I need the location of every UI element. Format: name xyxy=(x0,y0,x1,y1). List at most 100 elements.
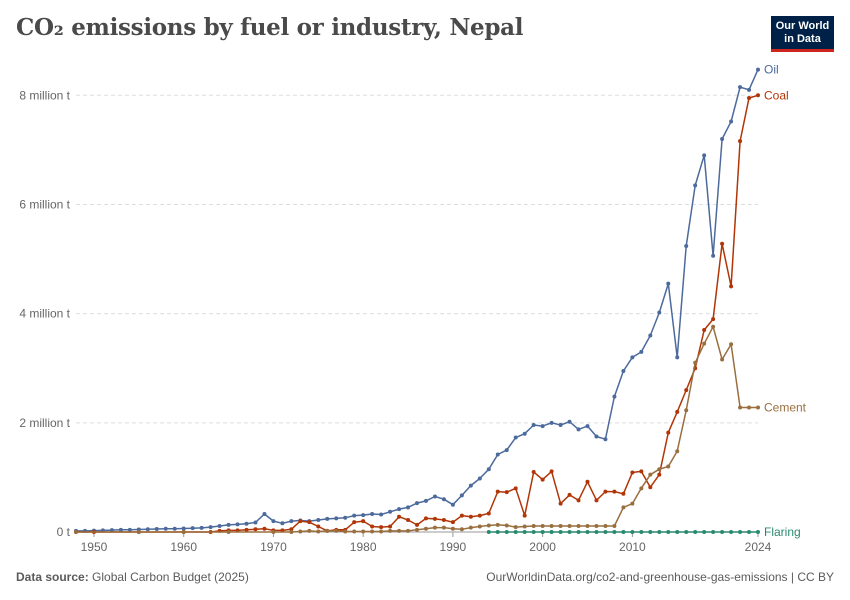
data-point-coal xyxy=(603,489,608,494)
data-point-oil xyxy=(684,243,689,248)
data-point-oil xyxy=(352,513,357,518)
data-point-oil xyxy=(504,448,509,453)
y-tick-label: 8 million t xyxy=(19,88,70,102)
data-point-flaring xyxy=(603,530,608,534)
data-point-cement xyxy=(531,523,536,528)
data-point-oil xyxy=(343,515,348,520)
data-point-cement xyxy=(388,528,393,533)
data-point-oil xyxy=(747,87,752,92)
data-point-cement xyxy=(334,528,339,533)
data-point-oil xyxy=(648,333,653,338)
data-point-cement xyxy=(495,522,500,527)
data-point-flaring xyxy=(531,530,536,534)
data-point-coal xyxy=(253,527,258,532)
data-point-flaring xyxy=(693,530,698,534)
data-point-oil xyxy=(612,394,617,399)
data-point-coal xyxy=(738,139,743,144)
x-tick-label: 1980 xyxy=(350,540,377,554)
data-point-cement xyxy=(74,530,78,534)
data-point-oil xyxy=(415,501,419,506)
data-point-coal xyxy=(397,514,402,519)
data-point-oil xyxy=(406,505,411,510)
chart-title: CO₂ emissions by fuel or industry, Nepal xyxy=(16,14,524,41)
data-point-flaring xyxy=(576,530,581,534)
data-point-flaring xyxy=(639,530,644,534)
data-point-cement xyxy=(370,529,375,534)
data-point-oil xyxy=(379,512,384,517)
data-point-cement xyxy=(729,342,734,347)
data-point-flaring xyxy=(504,530,509,534)
owid-logo[interactable]: Our World in Data xyxy=(771,16,834,52)
x-tick-label: 2000 xyxy=(529,540,556,554)
data-point-coal xyxy=(361,519,366,524)
series-label-layer: Oil Coal Cement Flaring xyxy=(764,63,807,539)
data-point-oil xyxy=(181,526,186,531)
data-point-coal xyxy=(244,527,249,532)
data-point-oil xyxy=(522,431,527,436)
data-point-oil xyxy=(450,502,455,507)
data-point-flaring xyxy=(540,530,545,534)
data-point-coal xyxy=(468,514,473,519)
data-point-coal xyxy=(756,93,760,98)
data-point-cement xyxy=(594,523,599,528)
data-point-coal xyxy=(729,284,734,289)
data-point-flaring xyxy=(558,530,563,534)
data-point-oil xyxy=(163,526,168,531)
data-point-flaring xyxy=(522,530,527,534)
data-point-cement xyxy=(226,530,231,534)
series-label-oil: Oil xyxy=(764,63,779,77)
x-tick-label: 2024 xyxy=(745,540,772,554)
data-point-oil xyxy=(217,523,222,528)
data-point-oil xyxy=(549,420,554,425)
source-text[interactable]: Global Carbon Budget (2025) xyxy=(92,570,249,584)
series-layer xyxy=(74,67,760,534)
data-point-coal xyxy=(441,517,446,522)
data-point-oil xyxy=(468,483,473,488)
data-point-flaring xyxy=(621,530,626,534)
data-point-cement xyxy=(432,525,437,530)
data-point-cement xyxy=(666,464,671,469)
data-point-oil xyxy=(675,355,680,360)
footer-url[interactable]: OurWorldinData.org/co2-and-greenhouse-ga… xyxy=(486,570,834,584)
data-point-coal xyxy=(720,241,725,246)
data-point-cement xyxy=(549,523,554,528)
data-point-oil xyxy=(208,525,213,530)
data-point-cement xyxy=(558,523,563,528)
series-label-flaring: Flaring xyxy=(764,525,801,539)
data-point-oil xyxy=(720,136,725,141)
data-point-cement xyxy=(441,525,446,530)
data-point-coal xyxy=(702,328,707,333)
series-label-cement: Cement xyxy=(764,401,807,415)
data-point-cement xyxy=(343,529,348,534)
data-point-cement xyxy=(352,529,357,534)
data-point-flaring xyxy=(549,530,554,534)
data-point-cement xyxy=(423,526,428,531)
data-point-cement xyxy=(136,530,141,534)
data-point-oil xyxy=(154,526,159,531)
data-point-flaring xyxy=(756,530,760,534)
data-point-flaring xyxy=(513,530,518,534)
data-point-coal xyxy=(684,388,689,393)
data-point-coal xyxy=(585,479,590,484)
data-point-cement xyxy=(361,529,366,534)
data-point-cement xyxy=(522,524,527,529)
data-point-oil xyxy=(432,494,437,499)
data-point-oil xyxy=(397,507,402,512)
data-point-cement xyxy=(684,408,689,413)
data-point-cement xyxy=(585,523,590,528)
data-point-coal xyxy=(495,489,500,494)
data-point-oil xyxy=(486,467,491,472)
data-point-coal xyxy=(648,485,653,490)
data-point-cement xyxy=(540,523,545,528)
data-point-oil xyxy=(477,476,482,481)
data-point-coal xyxy=(639,469,644,474)
data-point-cement xyxy=(468,525,473,530)
data-point-cement xyxy=(639,486,644,491)
x-tick-label: 1970 xyxy=(260,540,287,554)
data-point-cement xyxy=(307,528,312,533)
data-point-cement xyxy=(630,501,635,506)
data-point-coal xyxy=(711,317,716,322)
data-point-oil xyxy=(190,526,195,531)
data-point-coal xyxy=(666,430,671,435)
data-point-oil xyxy=(666,281,671,286)
